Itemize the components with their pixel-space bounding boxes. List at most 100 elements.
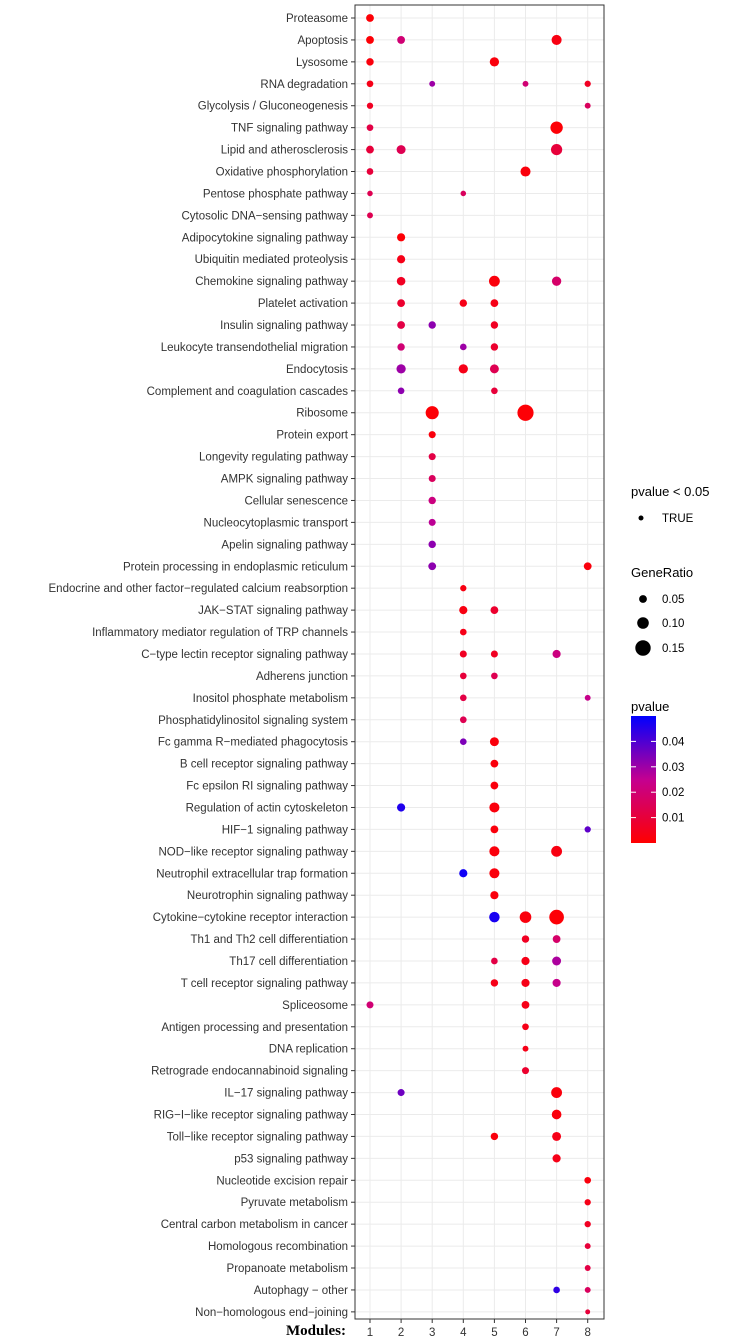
data-point [459, 299, 468, 307]
x-tick-label: 6 [522, 1327, 528, 1339]
pathway-label: Longevity regulating pathway [199, 452, 348, 464]
data-point [552, 935, 561, 943]
data-point [459, 716, 467, 724]
pathway-label: HIF−1 signaling pathway [222, 824, 349, 836]
pathway-label: RIG−I−like receptor signaling pathway [154, 1110, 349, 1122]
data-point [397, 255, 406, 264]
data-point [584, 102, 591, 109]
x-tick-label: 3 [429, 1327, 435, 1339]
data-point [397, 233, 406, 242]
pathway-label: DNA replication [269, 1044, 348, 1056]
data-point [460, 190, 467, 197]
data-point [520, 166, 531, 177]
data-point [551, 34, 562, 45]
data-point [460, 585, 467, 592]
data-point [490, 343, 499, 351]
data-point [489, 911, 500, 923]
pathway-label: Fc epsilon RI signaling pathway [186, 781, 348, 793]
data-point [584, 826, 591, 833]
pathway-label: RNA degradation [260, 79, 348, 91]
pathway-label: Th17 cell differentiation [229, 956, 348, 968]
horizontal-gridlines [355, 17, 604, 1313]
data-point [550, 143, 563, 156]
pathway-label: Antigen processing and presentation [161, 1022, 348, 1034]
data-point [459, 650, 467, 658]
legend-pvalue-title: pvalue [631, 699, 669, 714]
pathway-label: Pyruvate metabolism [241, 1197, 348, 1209]
data-point [428, 431, 436, 439]
data-point [522, 1023, 529, 1031]
data-point [551, 1109, 562, 1120]
pathway-label: T cell receptor signaling pathway [181, 978, 349, 990]
pathway-label: Apoptosis [297, 35, 348, 47]
data-point [584, 1176, 592, 1184]
pathway-label: Toll−like receptor signaling pathway [167, 1131, 348, 1143]
data-point [583, 562, 592, 571]
pathway-label: Adherens junction [256, 671, 348, 683]
data-point [428, 321, 436, 329]
data-point [367, 212, 373, 219]
legend-color-label: 0.01 [662, 813, 684, 825]
data-point [490, 759, 499, 768]
x-axis: 1 2 3 4 5 6 7 8 [367, 1319, 591, 1339]
legend-generatio-title: GeneRatio [631, 565, 693, 580]
pathway-label: Spliceosome [282, 1000, 348, 1012]
data-point [552, 649, 561, 659]
data-point [489, 737, 499, 747]
data-point [521, 956, 530, 966]
pathway-label: IL−17 signaling pathway [224, 1088, 348, 1100]
legend-color-label: 0.02 [662, 787, 684, 799]
pathway-label: Retrograde endocannabinoid signaling [151, 1066, 348, 1078]
pathway-label: Leukocyte transendothelial migration [161, 342, 348, 354]
data-point [459, 738, 467, 746]
pathway-label: C−type lectin receptor signaling pathway [141, 649, 348, 661]
legend-size-label: 0.15 [662, 643, 684, 655]
legend-size-key [637, 617, 649, 629]
data-point [490, 606, 499, 615]
pathway-label: Fc gamma R−mediated phagocytosis [158, 737, 348, 749]
legend-color-label: 0.04 [662, 736, 685, 748]
pathway-labels: Proteasome Apoptosis Lysosome RNA degradati… [49, 13, 349, 1319]
vertical-gridlines [369, 5, 589, 1319]
data-point [428, 475, 436, 483]
data-point [428, 453, 436, 461]
pathway-label: Th1 and Th2 cell differentiation [191, 934, 349, 946]
data-point [367, 190, 373, 197]
data-point [397, 803, 406, 812]
data-point [459, 869, 468, 878]
data-point [366, 124, 374, 131]
data-point [488, 275, 500, 287]
data-point [584, 1243, 591, 1250]
legend-size-label: 0.05 [662, 594, 684, 606]
pathway-label: Platelet activation [258, 298, 348, 310]
data-point [366, 102, 374, 109]
data-point [490, 825, 499, 834]
data-point [396, 364, 406, 374]
pathway-label: Endocrine and other factor−regulated cal… [49, 583, 349, 595]
data-point [459, 672, 467, 680]
pathway-label: Lysosome [296, 57, 348, 69]
data-point [459, 694, 467, 702]
pathway-label: Propanoate metabolism [227, 1263, 348, 1275]
y-tick-marks [351, 17, 355, 1313]
pathway-label: Neutrophil extracellular trap formation [156, 868, 348, 880]
legend-pvalue-flag-dot [638, 515, 644, 521]
data-point [490, 979, 499, 987]
data-point [552, 1131, 562, 1141]
pathway-label: Insulin signaling pathway [220, 320, 348, 332]
data-point [551, 1087, 563, 1098]
data-point [459, 628, 467, 636]
pathway-label: Protein export [276, 430, 348, 442]
x-tick-label: 5 [491, 1327, 497, 1339]
data-point [366, 1001, 374, 1009]
pathway-label: Pentose phosphate pathway [203, 188, 348, 200]
data-point [551, 845, 563, 857]
data-point [458, 364, 468, 374]
data-point [490, 1132, 499, 1141]
data-point [584, 1199, 591, 1206]
data-point [584, 1286, 591, 1293]
data-point [551, 276, 562, 286]
data-point [489, 802, 500, 813]
panel-border [354, 4, 605, 1320]
pathway-label: Lipid and atherosclerosis [221, 145, 348, 157]
